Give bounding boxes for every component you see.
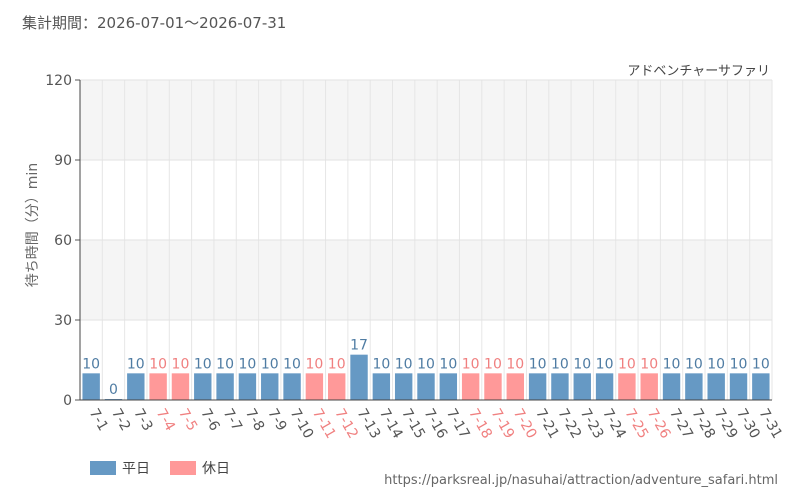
legend-label-holiday: 休日 (202, 461, 230, 477)
bar-value-label: 10 (529, 356, 547, 372)
bar (82, 373, 100, 400)
bar-value-label: 10 (216, 356, 234, 372)
bar (417, 373, 435, 400)
bar-value-label: 10 (328, 356, 346, 372)
bar-value-label: 10 (417, 356, 435, 372)
bar (685, 373, 703, 400)
bar-value-label: 10 (172, 356, 190, 372)
bar (618, 373, 636, 400)
bar (506, 373, 524, 400)
source-url[interactable]: https://parksreal.jp/nasuhai/attraction/… (384, 473, 778, 488)
y-tick-label: 30 (54, 313, 72, 329)
bar-value-label: 10 (395, 356, 413, 372)
y-tick-label: 120 (45, 73, 72, 89)
legend-swatch-weekday (90, 461, 116, 475)
bar (350, 354, 368, 400)
x-tick-label: 7-4 (153, 406, 178, 434)
x-tick-label: 7-7 (220, 406, 245, 434)
y-tick-label: 60 (54, 233, 72, 249)
bar-value-label: 10 (506, 356, 524, 372)
x-tick-label: 7-6 (197, 406, 222, 434)
legend-item-weekday: 平日 (90, 458, 150, 478)
bar-value-label: 10 (239, 356, 257, 372)
bar-value-label: 10 (305, 356, 323, 372)
bar (216, 373, 234, 400)
x-tick-label: 7-9 (264, 406, 289, 434)
attraction-name: アドベンチャーサファリ (627, 64, 770, 79)
x-tick-label: 7-1 (86, 406, 111, 434)
bar (283, 373, 301, 400)
bar-value-label: 10 (127, 356, 145, 372)
legend: 平日 休日 (90, 458, 250, 478)
bar (551, 373, 569, 400)
bar (729, 373, 748, 400)
bar (439, 373, 458, 400)
bar-value-label: 10 (484, 356, 502, 372)
bar-value-label: 10 (730, 356, 748, 372)
bar-value-label: 10 (640, 356, 658, 372)
grid-band (80, 240, 772, 320)
bar (171, 373, 190, 400)
bar (595, 373, 614, 400)
grid-band (80, 80, 772, 160)
bar-value-label: 10 (372, 356, 390, 372)
legend-swatch-holiday (170, 461, 196, 475)
bar-value-label: 10 (573, 356, 591, 372)
bar (149, 373, 167, 400)
bar-value-label: 10 (194, 356, 212, 372)
bar (238, 373, 257, 400)
bar (640, 373, 658, 400)
bar (305, 373, 324, 400)
bar (573, 373, 591, 400)
legend-item-holiday: 休日 (170, 458, 230, 478)
bar (484, 373, 502, 400)
bar (394, 373, 413, 400)
bar-value-label: 10 (551, 356, 569, 372)
period-label: 集計期間：2026-07-01～2026-07-31 (22, 14, 287, 32)
bar-value-label: 10 (82, 356, 100, 372)
bar (328, 373, 346, 400)
bar-value-label: 10 (261, 356, 279, 372)
bar (194, 373, 212, 400)
bar-value-label: 10 (149, 356, 167, 372)
bar-value-label: 10 (685, 356, 703, 372)
bar (707, 373, 725, 400)
y-tick-label: 90 (54, 153, 72, 169)
x-tick-label: 7-2 (108, 406, 133, 434)
bar-value-label: 10 (663, 356, 681, 372)
bar-value-label: 10 (618, 356, 636, 372)
bar (662, 373, 681, 400)
legend-label-weekday: 平日 (122, 461, 150, 477)
bar (752, 373, 770, 400)
bar-value-label: 10 (596, 356, 614, 372)
x-tick-label: 7-8 (242, 406, 267, 434)
bar-value-label: 10 (283, 356, 301, 372)
bar (372, 373, 391, 400)
bar (127, 373, 145, 400)
y-tick-label: 0 (63, 393, 72, 409)
bar-value-label: 10 (462, 356, 480, 372)
x-tick-label: 7-31 (755, 406, 785, 442)
bar (461, 373, 480, 400)
bar-value-label: 17 (350, 338, 368, 354)
bar-value-label: 10 (707, 356, 725, 372)
bar-value-label: 10 (752, 356, 770, 372)
x-tick-label: 7-5 (175, 406, 200, 434)
bar (261, 373, 279, 400)
x-tick-label: 7-3 (130, 406, 155, 434)
bar (528, 373, 547, 400)
bar-value-label: 0 (109, 382, 118, 398)
bar-value-label: 10 (439, 356, 457, 372)
